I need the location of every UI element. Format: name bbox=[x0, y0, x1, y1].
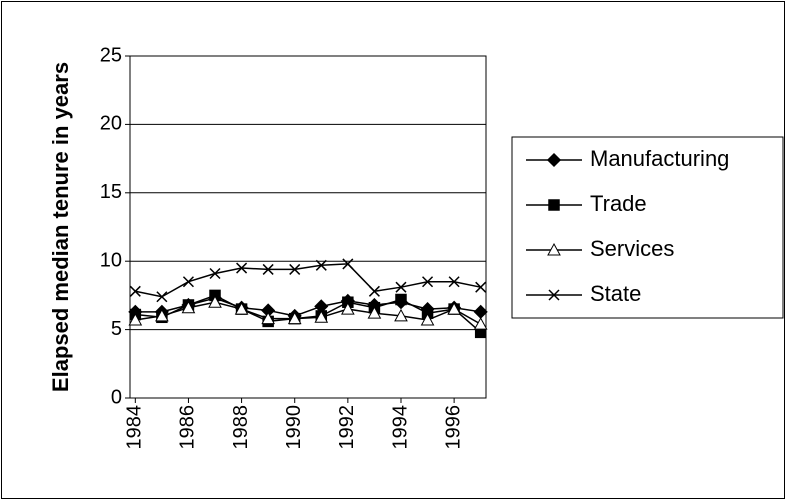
marker bbox=[395, 281, 407, 293]
marker bbox=[261, 311, 275, 325]
marker bbox=[342, 258, 354, 270]
marker bbox=[289, 263, 301, 275]
marker bbox=[367, 306, 382, 319]
x-tick-label: 1988 bbox=[230, 405, 252, 450]
marker bbox=[181, 300, 196, 314]
marker bbox=[236, 262, 248, 274]
marker bbox=[422, 276, 434, 288]
y-tick-label: 20 bbox=[100, 113, 122, 135]
legend-label: Services bbox=[590, 236, 674, 261]
marker bbox=[547, 242, 561, 256]
marker bbox=[208, 295, 222, 308]
x-tick-label: 1986 bbox=[177, 405, 199, 450]
x-tick-label: 1994 bbox=[389, 405, 411, 450]
x-tick-label: 1996 bbox=[442, 405, 464, 450]
marker bbox=[546, 152, 562, 168]
marker bbox=[182, 276, 194, 288]
y-tick-label: 10 bbox=[100, 249, 122, 271]
y-tick-label: 5 bbox=[111, 318, 122, 340]
x-tick-label: 1992 bbox=[336, 405, 358, 450]
marker bbox=[129, 285, 141, 297]
marker bbox=[314, 310, 329, 323]
marker bbox=[341, 302, 355, 315]
marker bbox=[473, 317, 488, 330]
legend-box bbox=[511, 136, 784, 319]
marker bbox=[395, 293, 407, 306]
y-axis-label: Elapsed median tenure in years bbox=[48, 62, 73, 392]
marker bbox=[287, 311, 302, 325]
legend-label: Manufacturing bbox=[590, 146, 729, 171]
marker bbox=[234, 302, 249, 315]
y-tick-label: 0 bbox=[111, 386, 122, 408]
marker bbox=[548, 199, 560, 211]
marker bbox=[448, 276, 460, 288]
x-tick-label: 1990 bbox=[283, 405, 305, 450]
y-tick-label: 25 bbox=[100, 44, 122, 66]
series-line bbox=[135, 263, 481, 298]
x-tick-label: 1984 bbox=[124, 405, 146, 450]
legend-label: State bbox=[590, 281, 641, 306]
marker bbox=[368, 285, 380, 297]
marker bbox=[394, 308, 408, 322]
marker bbox=[548, 289, 560, 301]
marker bbox=[156, 291, 168, 303]
y-tick-label: 15 bbox=[100, 181, 122, 203]
marker bbox=[315, 259, 327, 271]
marker bbox=[420, 312, 435, 326]
marker bbox=[447, 302, 461, 315]
marker bbox=[262, 263, 274, 275]
marker bbox=[128, 312, 143, 326]
marker bbox=[475, 281, 487, 293]
plot-area bbox=[129, 55, 487, 399]
marker bbox=[155, 308, 169, 322]
marker bbox=[209, 267, 221, 280]
legend-label: Trade bbox=[590, 191, 647, 216]
